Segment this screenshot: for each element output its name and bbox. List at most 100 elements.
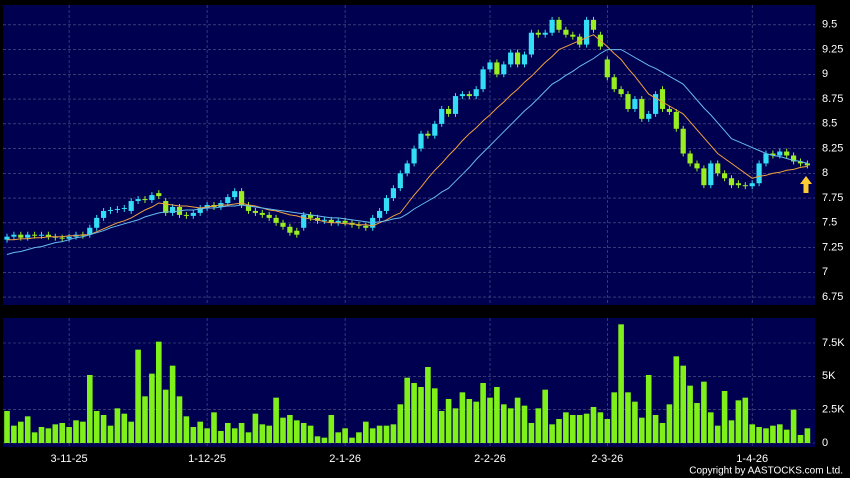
candle-body	[542, 32, 548, 35]
candle-body	[432, 123, 438, 136]
volume-bar	[45, 428, 52, 443]
volume-bar	[287, 415, 293, 443]
candle-body	[584, 19, 590, 45]
candle-body	[266, 214, 272, 218]
volume-bar	[211, 412, 217, 443]
volume-bar	[376, 425, 383, 443]
candle-body	[653, 94, 659, 114]
candle-body	[625, 94, 631, 109]
candle-body	[328, 219, 334, 223]
candle-body	[32, 234, 38, 236]
volume-bar	[797, 435, 804, 443]
volume-bar	[245, 432, 252, 443]
volume-bar	[252, 413, 259, 443]
candle-body	[377, 210, 383, 218]
volume-bar	[418, 387, 424, 443]
candle-body	[45, 234, 51, 237]
candle-body	[680, 128, 686, 154]
candle-body	[459, 94, 465, 97]
volume-bar	[714, 425, 721, 443]
candle-body	[659, 89, 666, 109]
candle-body	[25, 234, 31, 238]
volume-bar	[466, 399, 473, 443]
candle-body	[494, 62, 500, 75]
candle-body	[273, 217, 279, 223]
volume-bar	[294, 420, 300, 443]
volume-bar	[618, 324, 624, 443]
x-tick-label: 1-12-25	[188, 453, 226, 465]
volume-bar	[238, 423, 245, 443]
volume-bar	[652, 415, 659, 443]
x-tick-label: 2-1-26	[329, 453, 361, 465]
volume-bar	[770, 425, 776, 443]
candle-body	[411, 148, 417, 164]
volume-bar	[87, 375, 93, 443]
volume-bar	[673, 356, 680, 443]
candle-body	[114, 208, 120, 210]
volume-bar	[597, 412, 604, 443]
volume-bar	[632, 401, 638, 443]
candle-body	[528, 32, 534, 55]
y-tick-label: 5K	[822, 370, 836, 382]
candle-body	[556, 19, 562, 30]
volume-bar	[514, 397, 521, 443]
y-tick-label: 6.75	[822, 291, 843, 303]
candle-body	[308, 214, 314, 218]
volume-bar	[735, 400, 742, 443]
candle-body	[204, 205, 210, 208]
candle-body	[245, 205, 252, 211]
volume-bar	[659, 423, 666, 443]
volume-bar	[11, 425, 17, 443]
candle-body	[183, 214, 189, 216]
volume-bar	[190, 427, 197, 443]
volume-bar	[535, 408, 542, 443]
candle-body	[701, 168, 707, 186]
candle-body	[487, 62, 493, 70]
volume-bar	[742, 397, 749, 443]
candle-body	[335, 220, 341, 223]
volume-bar	[121, 413, 128, 443]
volume-bar	[266, 425, 272, 443]
candle-body	[611, 77, 617, 90]
candle-body	[342, 220, 348, 223]
volume-bar	[328, 415, 335, 443]
candle-body	[563, 29, 569, 35]
candle-body	[777, 151, 783, 156]
volume-bar	[763, 428, 769, 443]
candle-body	[294, 230, 300, 235]
candle-body	[4, 236, 10, 240]
y-tick-label: 8	[822, 167, 828, 179]
volume-bar	[473, 401, 479, 443]
volume-bar	[273, 397, 279, 443]
volume-bar	[756, 427, 762, 443]
candle-body	[301, 214, 307, 228]
volume-bar	[804, 428, 811, 443]
candle-body	[128, 201, 134, 211]
candle-body	[480, 69, 486, 90]
moving-average-line	[7, 34, 808, 241]
candle-body	[452, 96, 459, 114]
candle-body	[197, 207, 203, 213]
candle-body	[722, 173, 728, 179]
candle-body	[439, 108, 445, 124]
candle-body	[239, 191, 245, 205]
volume-bar	[680, 365, 686, 443]
volume-bar	[31, 432, 38, 443]
candle-body	[170, 206, 176, 213]
candle-body	[770, 153, 776, 156]
volume-bar	[721, 391, 728, 443]
volume-bar	[307, 425, 314, 443]
volume-bar	[604, 419, 611, 443]
candle-body	[18, 234, 24, 238]
candle-body	[791, 155, 797, 162]
candle-body	[549, 19, 555, 33]
candle-body	[259, 212, 265, 215]
volume-bar	[708, 412, 714, 443]
candle-body	[404, 163, 410, 174]
y-tick-label: 8.75	[822, 93, 843, 105]
volume-bar	[390, 424, 397, 443]
y-tick-label: 2.5K	[822, 404, 845, 416]
volume-bar	[280, 417, 286, 443]
candle-body	[59, 237, 65, 239]
volume-bar	[142, 396, 148, 443]
